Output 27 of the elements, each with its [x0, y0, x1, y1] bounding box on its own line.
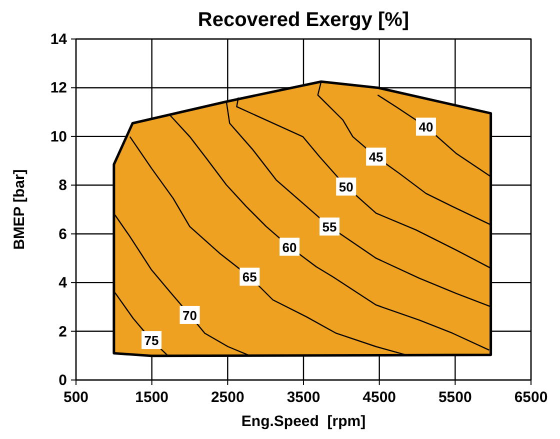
x-tick-label: 3500 [286, 389, 320, 406]
series-label: 55 [322, 220, 337, 235]
y-tick-label: 2 [58, 323, 67, 340]
y-tick-label: 10 [50, 128, 67, 146]
series-label: 40 [418, 120, 434, 135]
series-label: 50 [338, 180, 354, 195]
x-tick-label: 4500 [362, 389, 396, 406]
x-tick-label: 6500 [514, 389, 548, 406]
series-label: 45 [368, 150, 384, 165]
x-tick-label: 500 [63, 389, 89, 406]
y-tick-label: 14 [50, 31, 68, 48]
y-tick-label: 4 [58, 274, 68, 292]
y-tick-label: 12 [50, 80, 67, 97]
y-tick-label: 6 [58, 226, 67, 243]
line-series [169, 114, 490, 351]
y-axis-title: BMEP [bar] [11, 169, 28, 250]
series-label: 70 [182, 308, 197, 323]
series-label: 75 [144, 333, 159, 348]
x-tick-label: 1500 [135, 389, 169, 406]
x-tick-label: 5500 [438, 389, 472, 406]
series-label: 60 [282, 240, 297, 255]
x-tick-label: 2500 [210, 389, 244, 406]
series-label: 65 [242, 270, 257, 285]
y-tick-label: 8 [58, 177, 67, 194]
x-axis-title: Eng.Speed [rpm] [241, 413, 366, 430]
y-tick-label: 0 [58, 372, 67, 389]
chart-title: Recovered Exergy [%] [198, 9, 410, 31]
